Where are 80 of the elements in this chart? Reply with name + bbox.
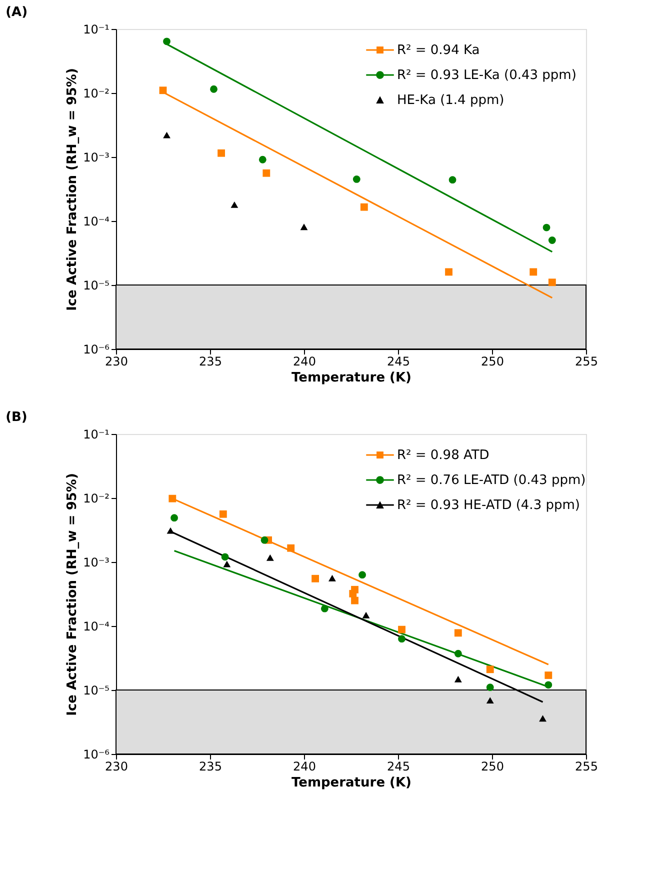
x-tick-label: 255	[575, 760, 598, 774]
point	[258, 156, 266, 164]
point	[159, 86, 167, 94]
x-tick-label: 235	[199, 760, 222, 774]
point	[530, 268, 538, 276]
y-tick-label: 10⁻²	[83, 492, 110, 506]
legend-label: HE-Ka (1.4 ppm)	[397, 93, 504, 108]
point	[218, 149, 225, 157]
legend-label: R² = 0.76 LE-ATD (0.43 ppm)	[397, 473, 586, 488]
point	[544, 681, 552, 689]
point	[486, 684, 494, 692]
point	[312, 574, 319, 582]
legend-label: R² = 0.93 HE-ATD (4.3 ppm)	[397, 498, 580, 513]
legend-label: R² = 0.93 LE-Ka (0.43 ppm)	[397, 68, 576, 83]
x-axis-title: Temperature (K)	[292, 776, 412, 790]
chart-title: (A)	[6, 5, 28, 20]
point	[544, 672, 552, 679]
point	[328, 574, 336, 582]
x-tick-label: 245	[387, 760, 410, 774]
point	[454, 676, 462, 682]
y-axis-title: Ice Active Fraction (RH_w = 95%)	[65, 68, 80, 311]
point	[358, 571, 366, 579]
y-tick-label: 10⁻⁵	[83, 278, 110, 292]
point	[168, 494, 176, 502]
point	[352, 175, 360, 183]
y-tick-label: 10⁻¹	[83, 428, 110, 442]
y-tick-label: 10⁻⁴	[83, 214, 110, 228]
point	[163, 38, 170, 46]
y-tick-label: 10⁻⁶	[83, 748, 110, 762]
point	[163, 132, 170, 138]
y-axis-title: Ice Active Fraction (RH_w = 95%)	[65, 473, 80, 716]
point	[360, 203, 368, 211]
legend-label: R² = 0.98 ATD	[397, 448, 490, 463]
point	[548, 236, 556, 244]
point	[219, 510, 227, 518]
x-tick-label: 245	[387, 354, 410, 368]
x-tick-label: 235	[199, 354, 222, 368]
x-tick-label: 230	[105, 354, 128, 368]
point	[542, 224, 550, 232]
point	[445, 268, 452, 276]
point	[266, 554, 274, 561]
point	[548, 278, 556, 286]
point	[362, 612, 370, 618]
point	[170, 514, 178, 522]
x-tick-label: 230	[105, 760, 128, 774]
point	[398, 626, 406, 634]
x-tick-label: 240	[293, 760, 316, 774]
y-tick-label: 10⁻⁶	[83, 342, 110, 356]
x-tick-label: 255	[575, 354, 598, 368]
point	[486, 697, 494, 704]
point	[221, 553, 229, 561]
point	[262, 169, 270, 177]
point	[300, 224, 308, 230]
y-tick-label: 10⁻⁴	[83, 620, 110, 634]
point	[230, 201, 238, 208]
point	[210, 85, 218, 93]
point	[351, 596, 358, 604]
y-tick-label: 10⁻¹	[83, 22, 110, 36]
point	[454, 629, 462, 637]
y-tick-label: 10⁻⁵	[83, 684, 110, 698]
y-tick-label: 10⁻³	[83, 556, 110, 570]
legend-label: R² = 0.94 Ka	[397, 43, 480, 58]
x-axis-title: Temperature (K)	[292, 370, 412, 386]
point	[539, 715, 546, 722]
x-tick-label: 250	[481, 760, 504, 774]
point	[287, 544, 295, 552]
point	[320, 604, 328, 612]
y-tick-label: 10⁻²	[83, 86, 110, 100]
point	[454, 650, 462, 658]
point	[448, 176, 456, 184]
x-tick-label: 240	[293, 354, 316, 368]
chart-title: (B)	[6, 410, 28, 425]
point	[351, 586, 358, 594]
point	[166, 527, 174, 534]
point	[398, 635, 406, 643]
point	[223, 560, 231, 568]
point	[486, 666, 494, 674]
point	[260, 536, 268, 544]
y-tick-label: 10⁻³	[83, 150, 110, 164]
x-tick-label: 250	[481, 354, 504, 368]
